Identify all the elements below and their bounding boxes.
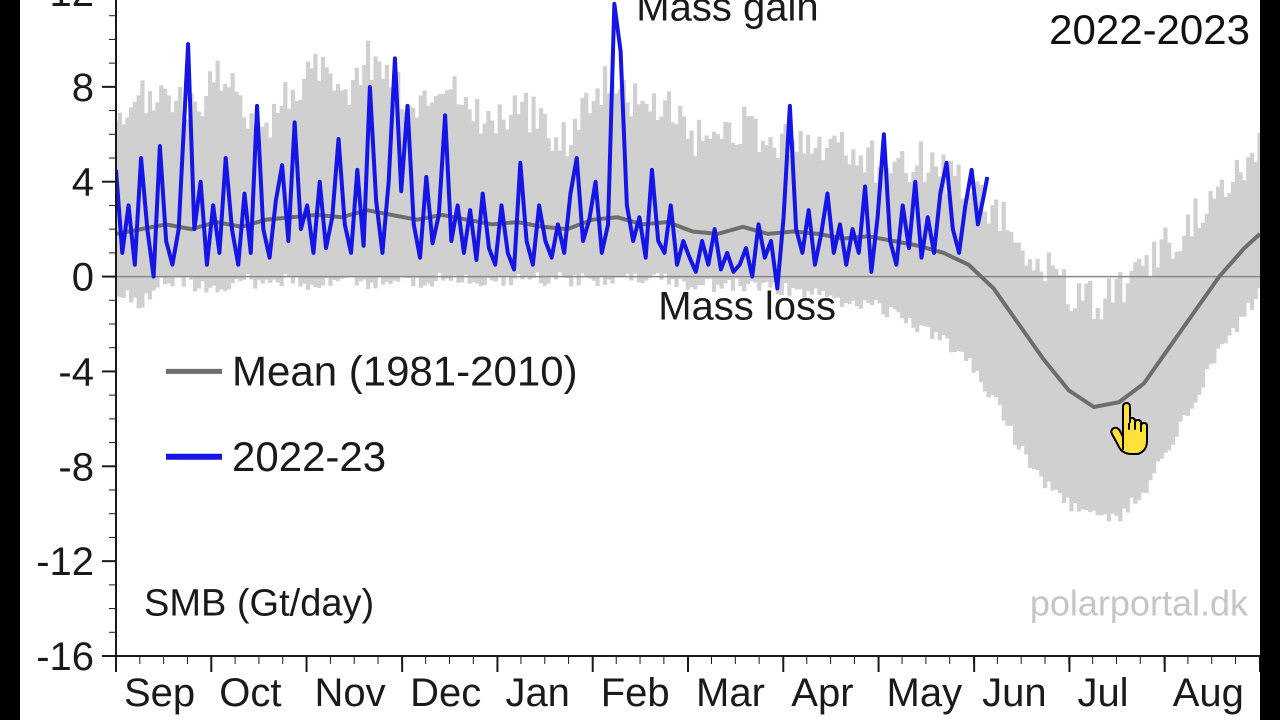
y-axis-label: SMB (Gt/day) (144, 583, 374, 625)
legend-mean-label: Mean (1981-2010) (232, 347, 578, 394)
y-tick-label: 12 (50, 0, 95, 15)
x-tick-label: Dec (410, 671, 481, 715)
x-tick-label: Jul (1077, 671, 1128, 715)
chart-title: 2022-2023 (1049, 6, 1250, 53)
y-tick-label: -16 (36, 635, 94, 679)
y-tick-label: 4 (72, 161, 94, 205)
watermark: polarportal.dk (1030, 583, 1249, 624)
y-tick-label: -8 (58, 445, 94, 489)
y-tick-label: 0 (72, 256, 94, 300)
smb-chart: -16 -12 -8 -4 0 4 8 12 Sep Oct Nov Dec Jan Feb Mar Apr M… (20, 0, 1260, 720)
x-tick-label: Apr (791, 671, 853, 715)
x-tick-label: Jan (505, 671, 570, 715)
x-tick-label: May (887, 671, 963, 715)
x-tick-label: Jun (982, 671, 1047, 715)
y-tick-label: -12 (36, 540, 94, 584)
x-tick-label: Mar (696, 671, 765, 715)
x-tick-label: Oct (219, 671, 281, 715)
legend-current-label: 2022-23 (232, 433, 386, 480)
x-tick-label: Nov (315, 671, 386, 715)
x-tick-label: Sep (124, 671, 195, 715)
x-tick-label: Feb (601, 671, 670, 715)
y-tick-label: 8 (72, 66, 94, 110)
x-tick-label: Aug (1173, 671, 1244, 715)
y-tick-label: -4 (58, 350, 94, 394)
chart-container: -16 -12 -8 -4 0 4 8 12 Sep Oct Nov Dec Jan Feb Mar Apr M… (20, 0, 1260, 720)
mass-loss-label: Mass loss (658, 284, 836, 328)
mass-gain-label: Mass gain (636, 0, 818, 29)
